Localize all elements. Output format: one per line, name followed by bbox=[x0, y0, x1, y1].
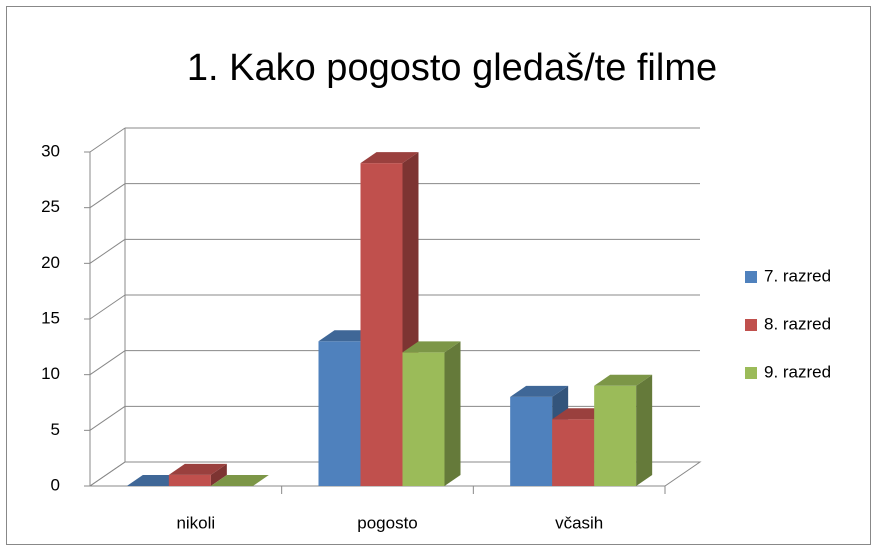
bar-top bbox=[168, 463, 227, 475]
legend-swatch bbox=[745, 271, 757, 283]
bar bbox=[510, 396, 553, 486]
chart-title: 1. Kako pogosto gledaš/te filme bbox=[187, 47, 717, 89]
bar bbox=[552, 419, 595, 486]
bar-top bbox=[510, 385, 569, 397]
x-tick-label: nikoli bbox=[176, 513, 215, 532]
grid-line bbox=[89, 405, 126, 431]
grid-line bbox=[89, 461, 126, 487]
y-tick-label: 20 bbox=[41, 253, 60, 272]
bar-side bbox=[636, 374, 653, 486]
legend-swatch bbox=[745, 367, 757, 379]
legend-label: 7. razred bbox=[764, 266, 831, 285]
bar-side bbox=[444, 341, 461, 486]
grid-line bbox=[89, 294, 126, 320]
bar bbox=[168, 474, 211, 486]
bar-top bbox=[402, 341, 461, 353]
y-tick-label: 0 bbox=[51, 475, 60, 494]
bar bbox=[402, 352, 445, 486]
bar-top bbox=[210, 475, 269, 486]
bar bbox=[360, 163, 403, 486]
y-tick-label: 15 bbox=[41, 308, 60, 327]
bar-top bbox=[360, 152, 419, 164]
bar-top bbox=[594, 374, 653, 386]
x-tick-label: pogosto bbox=[357, 513, 418, 532]
bar bbox=[318, 341, 361, 486]
legend-swatch bbox=[745, 319, 757, 331]
grid-line bbox=[89, 183, 126, 209]
grid-line bbox=[89, 238, 126, 264]
grid-line bbox=[89, 350, 126, 376]
grid-line bbox=[89, 127, 126, 153]
y-tick-label: 10 bbox=[41, 364, 60, 383]
legend-label: 9. razred bbox=[764, 362, 831, 381]
y-tick-label: 25 bbox=[41, 197, 60, 216]
bar bbox=[594, 385, 637, 486]
legend-label: 8. razred bbox=[764, 314, 831, 333]
y-tick-label: 30 bbox=[41, 141, 60, 160]
bar-side bbox=[210, 463, 227, 486]
y-tick-label: 5 bbox=[51, 420, 60, 439]
x-tick-label: včasih bbox=[555, 513, 603, 532]
